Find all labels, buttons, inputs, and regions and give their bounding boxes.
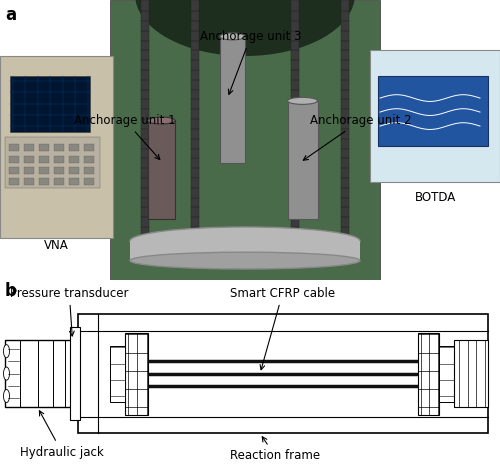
Text: Anchorage unit 1: Anchorage unit 1 (74, 114, 176, 160)
Bar (141, 0, 149, 252)
Text: BOTDA: BOTDA (414, 191, 456, 204)
Bar (54, 144, 64, 151)
Text: Anchorage unit 2: Anchorage unit 2 (304, 114, 412, 160)
Text: VNA: VNA (44, 239, 69, 252)
Text: Anchorage unit 3: Anchorage unit 3 (200, 30, 302, 94)
Ellipse shape (4, 389, 10, 403)
Bar (288, 101, 318, 219)
Bar (69, 156, 79, 163)
Text: Pressure transducer: Pressure transducer (10, 287, 128, 336)
Ellipse shape (220, 33, 245, 40)
Bar (454, 340, 488, 407)
Ellipse shape (4, 367, 10, 380)
Bar (220, 36, 245, 163)
Bar (54, 167, 64, 174)
Bar (70, 327, 80, 420)
Ellipse shape (4, 345, 10, 358)
Bar (69, 144, 79, 151)
Text: Hydraulic jack: Hydraulic jack (20, 411, 104, 459)
Text: Smart CFRP cable: Smart CFRP cable (230, 287, 335, 370)
Text: b: b (5, 282, 17, 300)
Bar (439, 346, 454, 402)
Bar (24, 167, 34, 174)
Bar (39, 144, 49, 151)
Bar (39, 167, 49, 174)
Bar (78, 314, 488, 433)
Bar (10, 76, 90, 132)
Bar (84, 156, 94, 163)
Text: Reaction frame: Reaction frame (230, 437, 320, 462)
Bar (9, 156, 19, 163)
Bar (191, 0, 199, 252)
Ellipse shape (130, 227, 360, 255)
Text: a: a (5, 6, 16, 24)
Bar (110, 0, 380, 280)
Bar (418, 333, 439, 415)
Bar (291, 0, 299, 252)
Bar (54, 178, 64, 185)
Bar (110, 346, 125, 402)
Wedge shape (135, 0, 355, 56)
Bar (378, 76, 488, 146)
Bar (130, 241, 360, 261)
Bar (9, 144, 19, 151)
Bar (24, 156, 34, 163)
Bar (69, 167, 79, 174)
Bar (84, 178, 94, 185)
Bar (9, 178, 19, 185)
Bar (69, 178, 79, 185)
Bar (125, 333, 148, 415)
Ellipse shape (148, 117, 175, 124)
Bar (341, 0, 349, 252)
Bar (5, 340, 78, 407)
Bar (39, 156, 49, 163)
Bar (0, 56, 112, 238)
Bar (24, 178, 34, 185)
Bar (54, 156, 64, 163)
Bar (5, 137, 100, 188)
Ellipse shape (130, 252, 360, 269)
Bar (370, 50, 500, 182)
Bar (24, 144, 34, 151)
Bar (9, 167, 19, 174)
Bar (84, 144, 94, 151)
Bar (148, 120, 175, 219)
Ellipse shape (288, 97, 318, 104)
Bar (39, 178, 49, 185)
Bar (84, 167, 94, 174)
